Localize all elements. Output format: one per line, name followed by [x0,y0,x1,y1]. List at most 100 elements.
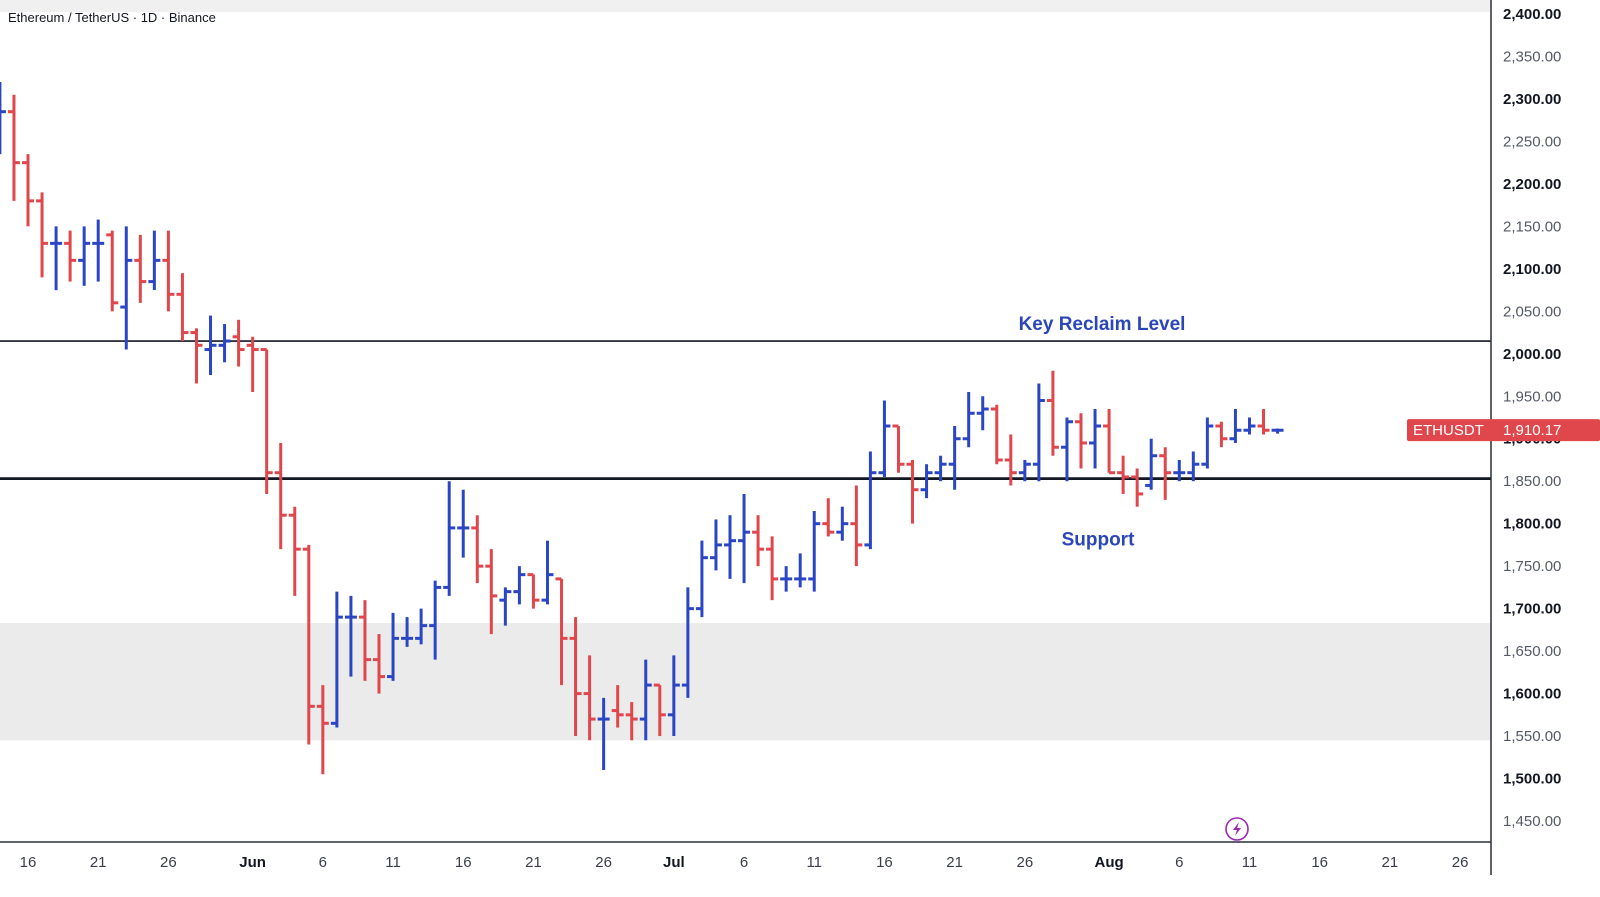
ohlc-bar [1004,434,1017,486]
ohlc-bar [1201,417,1214,469]
ohlc-bar [218,324,231,363]
ohlc-bar [836,506,849,541]
ohlc-bar [709,519,722,571]
ohlc-bar [246,336,259,393]
ohlc-bar [358,600,371,681]
date-tick-label: Jul [663,854,685,871]
ohlc-bar [724,515,736,579]
ohlc-bar [513,566,526,605]
ohlc-bar [681,587,694,698]
date-tick-label: 16 [20,854,37,871]
ohlc-bar [1046,370,1059,456]
ohlc-bar [822,498,835,537]
ohlc-bar [920,464,933,499]
support-label: Support [1062,530,1135,551]
ohlc-bar [934,455,947,482]
ohlc-bar [50,226,63,291]
ohlc-bar [78,226,91,286]
ohlc-bar [1257,409,1270,435]
ohlc-bar [850,485,863,567]
ohlc-bar [457,489,470,558]
ohlc-bar [1060,417,1073,482]
ohlc-bar [92,219,105,282]
date-tick-label: 11 [385,854,401,871]
price-tick-label: 1,550.00 [1503,728,1561,745]
ohlc-bar [667,655,680,737]
ohlc-bar [611,685,624,728]
ohlc-bar [373,634,385,694]
ohlc-bar [162,230,175,312]
price-tag-value: 1,910.17 [1503,422,1561,439]
lightning-icon[interactable] [1225,817,1249,841]
ohlc-bar [780,566,793,592]
price-tick-label: 1,650.00 [1503,643,1561,660]
date-tick-label: 21 [946,854,963,871]
ohlc-bar [330,591,343,728]
date-tick-label: 11 [1242,854,1258,871]
ohlc-bar [64,230,77,282]
level-annotations: Key Reclaim Level Support [1019,314,1186,551]
ohlc-bar [302,544,315,745]
date-tick-label: 26 [1016,854,1033,871]
ohlc-bar [1075,413,1087,469]
ohlc-bar [485,549,498,635]
price-tick-label: 1,600.00 [1503,686,1561,703]
ohlc-bar [1103,409,1116,475]
date-tick-label: 21 [1382,854,1399,871]
price-tick-label: 2,400.00 [1503,6,1561,23]
price-tick-label: 2,250.00 [1503,133,1561,150]
last-price-tag: ETHUSDT 1,910.17 [1407,419,1600,442]
ohlc-bar [1131,468,1144,507]
price-tick-label: 1,750.00 [1503,558,1561,575]
ohlc-bar [555,577,568,686]
price-axis[interactable]: 2,400.00 2,350.00 2,300.00 2,250.00 2,200.00… [1503,6,1561,830]
ohlc-bar [569,617,582,737]
ohlc-bar [1145,438,1158,490]
price-tick-label: 1,800.00 [1503,516,1561,533]
ohlc-bar [316,685,329,775]
ohlc-bar [878,400,891,477]
time-axis[interactable]: 16 21 26 Jun 6 11 16 21 26 Jul 6 11 16 21 26 Aug 6 11 16 21… [20,854,1469,871]
ohlc-bar [990,404,1003,465]
ohlc-bar [738,493,751,584]
ohlc-bar [204,315,217,376]
ohlc-bar [695,540,708,618]
ohlc-bar [176,273,189,342]
ohlc-bar [864,451,877,550]
date-tick-label: 26 [160,854,177,871]
ohlc-bar [653,683,666,737]
ohlc-bar [401,617,414,647]
date-tick-label: Aug [1094,854,1123,871]
ohlc-bar [106,230,119,312]
demand-zone [0,623,1491,741]
ohlc-bar [1089,409,1102,469]
price-tick-label: 2,200.00 [1503,176,1561,193]
price-tick-label: 1,950.00 [1503,388,1561,405]
ohlc-bar [1018,459,1031,482]
ohlc-bar [583,655,596,741]
ohlc-bar [1032,383,1045,482]
ohlc-bar [794,553,807,588]
date-tick-label: 6 [1175,854,1183,871]
key-reclaim-label: Key Reclaim Level [1019,314,1186,335]
ohlc-bar [415,608,428,645]
date-tick-label: 26 [595,854,612,871]
ohlc-bar [260,348,273,494]
ohlc-bar [962,392,975,448]
ohlc-bar [1117,455,1130,494]
date-tick-label: 16 [455,854,472,871]
ohlc-bar [148,230,161,291]
ohlc-bar [429,580,442,660]
price-tick-label: 1,850.00 [1503,473,1561,490]
ohlc-bar [0,81,6,155]
ohlc-bar [1215,421,1228,448]
ohlc-bar [36,192,49,278]
ohlc-bar [948,425,961,490]
date-tick-label: Jun [239,854,266,871]
date-tick-label: 21 [525,854,542,871]
date-tick-label: 16 [1311,854,1328,871]
ohlc-bar [443,481,456,596]
price-tick-label: 2,300.00 [1503,91,1561,108]
date-tick-label: 26 [1452,854,1469,871]
